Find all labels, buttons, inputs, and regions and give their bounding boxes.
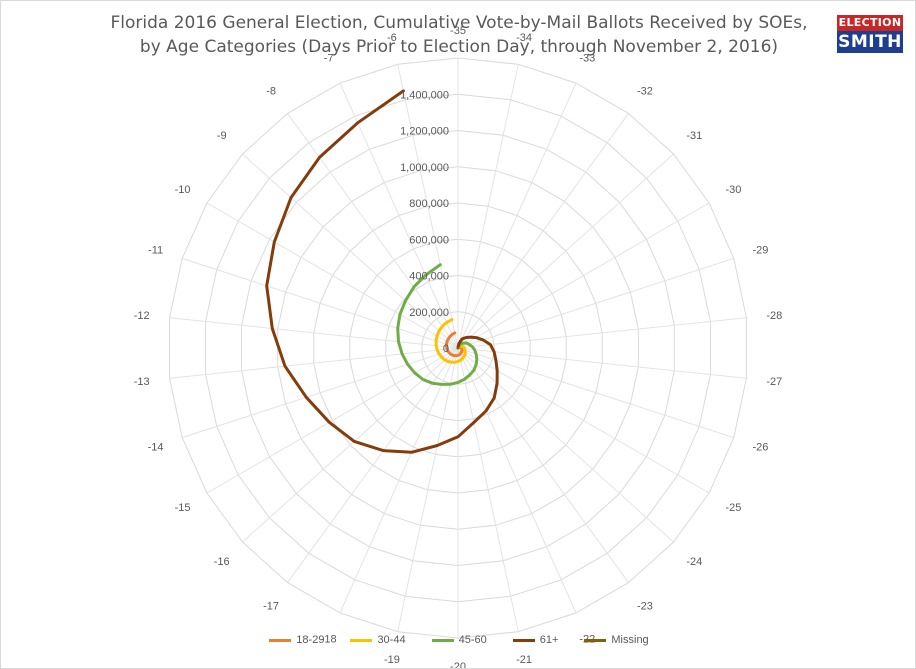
category-label: -6 <box>387 32 397 44</box>
grid-spoke <box>457 347 629 583</box>
series-line-45-60 <box>396 263 479 386</box>
grid-spoke <box>397 64 459 349</box>
legend-swatch <box>512 638 535 642</box>
category-label: -26 <box>752 441 768 453</box>
radial-tick-label: 1,000,000 <box>400 162 449 174</box>
category-label: -30 <box>725 184 741 196</box>
election-smith-logo: ELECTION SMITH <box>837 15 903 55</box>
radial-tick-label: 1,200,000 <box>400 126 449 138</box>
category-label: -33 <box>579 53 595 65</box>
category-label: -35 <box>450 25 466 37</box>
category-label: -23 <box>637 600 653 612</box>
legend-swatch <box>350 638 373 642</box>
legend-swatch <box>431 638 454 642</box>
category-label: -9 <box>217 130 227 142</box>
chart-legend: 18-29 30-44 45-60 61+ Missing <box>1 634 915 646</box>
category-label: -10 <box>175 184 191 196</box>
grid-spoke <box>457 347 747 379</box>
radial-tick-label: 400,000 <box>409 271 449 283</box>
category-label: -32 <box>637 86 653 98</box>
category-label: -8 <box>266 86 276 98</box>
category-label: -16 <box>214 556 230 568</box>
grid-spoke <box>169 347 459 379</box>
grid-spoke <box>397 347 459 632</box>
legend-item: Missing <box>584 634 649 646</box>
category-label: -21 <box>516 654 532 666</box>
grid-spoke <box>287 113 459 349</box>
grid-spoke <box>169 317 459 349</box>
legend-item: 18-29 <box>269 634 324 646</box>
category-label: -20 <box>450 661 466 668</box>
category-label: -17 <box>263 600 279 612</box>
grid-spoke <box>182 347 459 439</box>
radial-tick-label: 1,400,000 <box>400 89 449 101</box>
legend-label: 61+ <box>539 634 559 646</box>
grid-spoke <box>457 317 747 349</box>
grid-spoke <box>457 82 577 349</box>
category-label: -18 <box>321 634 337 646</box>
series-line-61- <box>265 89 499 454</box>
grid-spoke <box>457 347 577 614</box>
grid-spoke <box>457 153 674 349</box>
grid-spoke <box>457 202 710 349</box>
category-label: -15 <box>175 502 191 514</box>
chart-title-line-2: by Age Categories (Days Prior to Electio… <box>139 37 779 57</box>
category-label: -19 <box>384 654 400 666</box>
logo-bottom-text: SMITH <box>837 31 903 53</box>
legend-swatch <box>269 638 292 642</box>
legend-item: 30-44 <box>350 634 406 646</box>
category-label: -34 <box>516 32 532 44</box>
radial-tick-labels: 0 200,000 400,000 600,000 800,000 1,000,000 1,… <box>400 89 449 355</box>
grid-spoke <box>242 347 459 543</box>
category-labels: -35 -34 -33 -32 -31 -30 -29 -28 -27 -26 -25 -24 -23 -… <box>134 25 783 668</box>
grid-spoke <box>457 113 629 349</box>
legend-item: 45-60 <box>431 634 487 646</box>
radial-tick-label: 800,000 <box>409 198 449 210</box>
radar-grid <box>169 57 747 639</box>
grid-spoke <box>206 347 459 494</box>
grid-spoke <box>182 257 459 349</box>
grid-spoke <box>206 202 459 349</box>
grid-spoke <box>457 64 519 349</box>
legend-label: 45-60 <box>458 634 487 646</box>
radar-series <box>265 89 499 454</box>
radial-tick-label: 600,000 <box>409 234 449 246</box>
category-label: -11 <box>148 245 163 257</box>
legend-label: 30-44 <box>377 634 406 646</box>
chart-title-line-1: Florida 2016 General Election, Cumulativ… <box>110 13 808 33</box>
radial-tick-label: 0 <box>443 343 449 355</box>
grid-spoke <box>339 347 459 614</box>
legend-label: 18-29 <box>296 634 325 646</box>
legend-swatch <box>584 638 607 642</box>
grid-spoke <box>287 347 459 583</box>
legend-label: Missing <box>611 634 649 646</box>
series-line-30-44 <box>434 318 467 364</box>
grid-spoke <box>457 347 710 494</box>
category-label: -14 <box>148 441 164 453</box>
category-label: -25 <box>725 502 741 514</box>
category-label: -28 <box>766 310 782 322</box>
grid-spoke <box>457 347 519 632</box>
grid-spoke <box>457 347 674 543</box>
grid-spoke <box>339 82 459 349</box>
category-label: -31 <box>686 130 702 142</box>
grid-spoke <box>457 257 734 349</box>
category-label: -24 <box>686 556 702 568</box>
grid-spoke <box>242 153 459 349</box>
category-label: -29 <box>752 245 768 257</box>
category-label: -13 <box>134 376 150 388</box>
radial-tick-label: 200,000 <box>409 307 449 319</box>
logo-top-text: ELECTION <box>837 15 903 31</box>
grid-spoke <box>457 347 734 439</box>
legend-item: 61+ <box>512 634 559 646</box>
chart-title: Florida 2016 General Election, Cumulativ… <box>1 11 915 59</box>
category-label: -7 <box>324 53 334 65</box>
category-label: -12 <box>134 310 150 322</box>
category-label: -27 <box>766 376 782 388</box>
